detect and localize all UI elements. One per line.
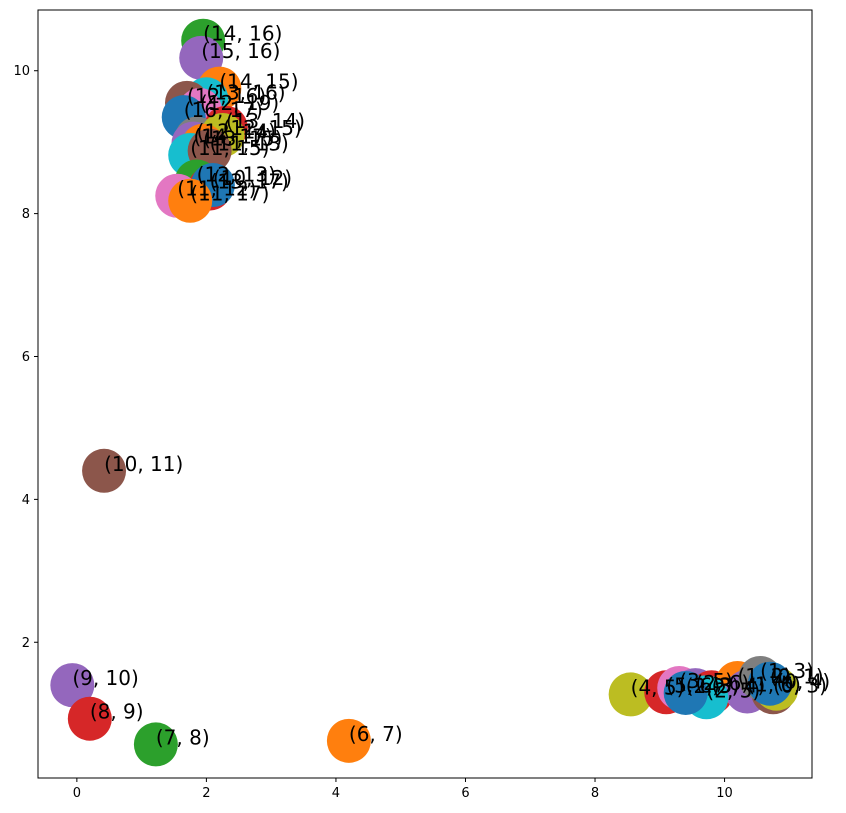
x-tick-label: 8 (591, 786, 599, 801)
point-label: (11, 12) (177, 177, 256, 201)
point-label: (0, 4) (776, 670, 830, 694)
scatter-point (747, 661, 792, 706)
y-tick-label: 8 (22, 207, 30, 222)
y-tick-label: 4 (22, 493, 30, 508)
point-label: (11, 15) (190, 136, 269, 160)
data-labels: (14, 16)(15, 16) (14, 15)(13, 16)(12, 16)… (72, 22, 830, 750)
point-label: (1, 3) (760, 659, 814, 683)
data-points (50, 18, 799, 767)
point-label: (13, 15) (203, 127, 282, 151)
point-label: (16, 17) (184, 98, 263, 122)
point-label: (0, 3) (773, 673, 827, 697)
point-label: (12, 16) (187, 84, 266, 108)
plot-background (38, 10, 812, 778)
point-label: (2, 3) (686, 674, 740, 698)
x-tick-label: 0 (73, 786, 81, 801)
scatter-point (133, 722, 178, 767)
scatter-point (608, 672, 653, 717)
point-label: (3, 5) (679, 669, 733, 693)
scatter-point (67, 696, 112, 741)
x-tick-label: 10 (716, 786, 733, 801)
point-label: (2, 6) (695, 671, 749, 695)
point-label: (5, 6) (666, 673, 720, 697)
point-label: (11, 17) (190, 182, 269, 206)
point-label: (8, 9) (90, 700, 144, 724)
point-label: (4, 5) (631, 675, 685, 699)
x-tick-label: 6 (461, 786, 469, 801)
scatter-point (663, 670, 708, 715)
point-label: (13, 17) (210, 170, 289, 194)
point-label: (6, 7) (349, 722, 403, 746)
point-label: (12, 13) (197, 162, 276, 186)
point-label: (15, 16) (201, 39, 280, 63)
y-axis-ticks: 2 4 6 8 10 (13, 64, 38, 651)
point-label: (12, 15) (223, 116, 302, 140)
point-label: (7, 8) (156, 725, 210, 749)
point-label: (13, 16) (206, 80, 285, 104)
point-label: (14, 17) (193, 125, 272, 149)
point-label: (14, 15) (219, 70, 298, 94)
point-label: (0, 1) (770, 665, 824, 689)
plot-frame (37, 9, 813, 779)
point-label: (10, 12) (213, 166, 292, 190)
scatter-point (82, 448, 127, 493)
point-label: (3, 4) (712, 673, 766, 697)
point-label: (12, 14) (197, 120, 276, 144)
point-label: (1, 6) (747, 673, 801, 697)
point-label: (14, 16) (203, 22, 282, 46)
point-label: (13, 14) (226, 109, 305, 133)
scatter-point (50, 663, 95, 708)
y-tick-label: 2 (22, 636, 30, 651)
scatter-point (326, 718, 371, 763)
point-label: (1, 2) (738, 664, 792, 688)
y-tick-label: 6 (22, 350, 30, 365)
x-axis-ticks: 0 2 4 6 8 10 (73, 778, 733, 801)
point-label: (12, 19) (200, 91, 279, 115)
point-label: (10, 11) (104, 452, 183, 476)
point-label: (11, 13) (210, 132, 289, 156)
point-label: (2, 5) (706, 678, 760, 702)
scatter-point (168, 178, 213, 223)
x-tick-label: 2 (202, 786, 210, 801)
y-tick-label: 10 (13, 64, 30, 79)
x-tick-label: 4 (332, 786, 340, 801)
point-label: (9, 10) (72, 666, 139, 690)
